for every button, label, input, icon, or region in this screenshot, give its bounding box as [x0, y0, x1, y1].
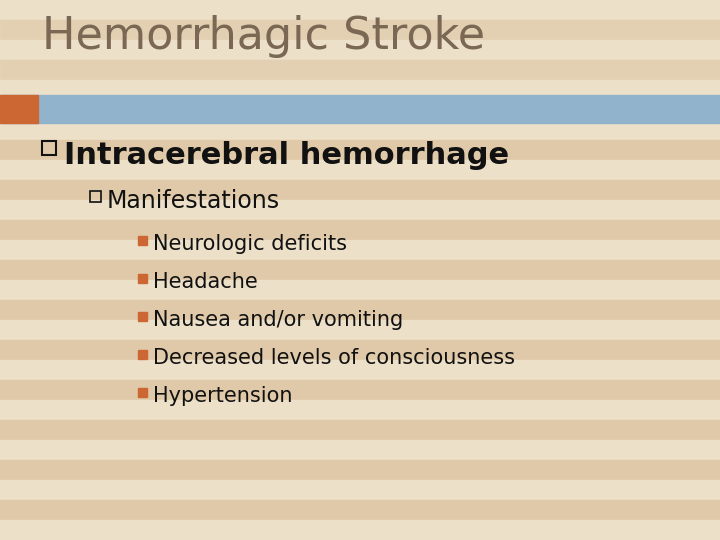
- Text: Hypertension: Hypertension: [153, 387, 292, 407]
- Bar: [138, 273, 147, 282]
- Bar: [138, 235, 147, 245]
- Bar: [0, 260, 720, 280]
- Bar: [0, 80, 720, 100]
- Text: Intracerebral hemorrhage: Intracerebral hemorrhage: [64, 140, 509, 170]
- Text: Headache: Headache: [153, 273, 258, 293]
- Bar: [0, 420, 720, 440]
- Bar: [0, 300, 720, 320]
- Bar: [0, 460, 720, 480]
- Text: Nausea and/or vomiting: Nausea and/or vomiting: [153, 310, 403, 330]
- Bar: [0, 95, 720, 123]
- Bar: [0, 100, 720, 120]
- Bar: [138, 388, 147, 396]
- Bar: [0, 200, 720, 220]
- Bar: [0, 0, 720, 20]
- Text: Neurologic deficits: Neurologic deficits: [153, 234, 347, 254]
- Text: Decreased levels of consciousness: Decreased levels of consciousness: [153, 348, 515, 368]
- Bar: [0, 0, 720, 95]
- Bar: [138, 349, 147, 359]
- Bar: [0, 380, 720, 400]
- Bar: [0, 520, 720, 540]
- Bar: [0, 180, 720, 200]
- Bar: [0, 480, 720, 500]
- Bar: [0, 240, 720, 260]
- Bar: [0, 340, 720, 360]
- Bar: [0, 400, 720, 420]
- Bar: [0, 95, 38, 123]
- Bar: [0, 20, 720, 40]
- Bar: [0, 160, 720, 180]
- Bar: [0, 280, 720, 300]
- Bar: [0, 320, 720, 340]
- Bar: [0, 500, 720, 520]
- Bar: [0, 440, 720, 460]
- Text: Hemorrhagic Stroke: Hemorrhagic Stroke: [42, 15, 485, 58]
- Bar: [0, 60, 720, 80]
- Text: Manifestations: Manifestations: [107, 190, 280, 213]
- Bar: [0, 120, 720, 140]
- Bar: [0, 220, 720, 240]
- Bar: [138, 312, 147, 321]
- Bar: [0, 140, 720, 160]
- Bar: [0, 40, 720, 60]
- Bar: [0, 360, 720, 380]
